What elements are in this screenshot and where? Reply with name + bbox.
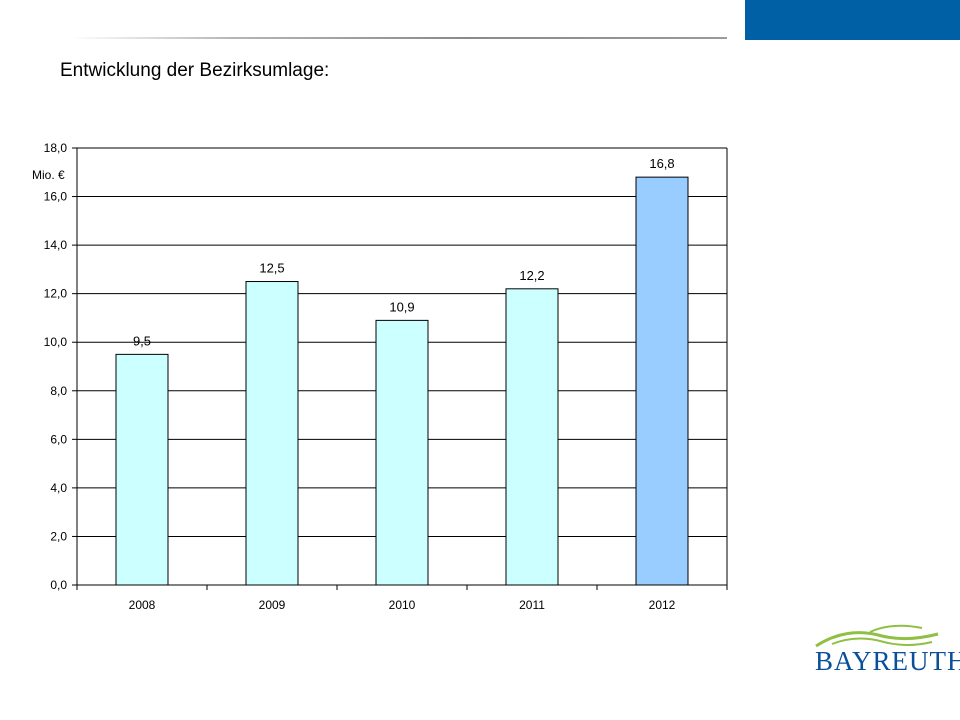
bar xyxy=(505,288,559,586)
y-tick-label: 4,0 xyxy=(50,481,67,495)
bar xyxy=(115,353,169,586)
y-axis-unit-label: Mio. € xyxy=(32,168,65,182)
x-tick-label: 2008 xyxy=(129,598,156,612)
x-tick-label: 2009 xyxy=(259,598,286,612)
y-tick-label: 8,0 xyxy=(50,384,67,398)
logo-wordmark: BAYREUTH xyxy=(815,646,960,676)
y-tick-label: 0,0 xyxy=(50,578,67,592)
x-tick-label: 2010 xyxy=(389,598,416,612)
header-divider xyxy=(70,37,727,39)
bar xyxy=(635,176,689,586)
data-label: 12,5 xyxy=(259,261,284,276)
y-tick-label: 10,0 xyxy=(44,335,68,349)
bar xyxy=(375,319,429,586)
bars xyxy=(115,176,689,586)
data-label: 9,5 xyxy=(133,333,151,348)
y-tick-label: 12,0 xyxy=(44,287,68,301)
axes xyxy=(72,147,728,590)
header-color-bar xyxy=(745,0,960,40)
x-tick-label: 2012 xyxy=(649,598,676,612)
y-tick-label: 18,0 xyxy=(44,141,68,155)
y-tick-label: 6,0 xyxy=(50,432,67,446)
bayreuth-logo-icon xyxy=(815,624,939,648)
y-tick-label: 14,0 xyxy=(44,238,68,252)
y-tick-label: 16,0 xyxy=(44,190,68,204)
data-label: 10,9 xyxy=(389,299,414,314)
bar xyxy=(245,281,299,586)
data-label: 16,8 xyxy=(649,156,674,171)
x-tick-label: 2011 xyxy=(519,598,545,612)
data-label: 12,2 xyxy=(519,268,544,283)
slide-title: Entwicklung der Bezirksumlage: xyxy=(60,60,330,81)
labels: 0,0 2,0 4,0 6,0 8,0 10,0 12,0 14,0 16,0 18,0 9,5 20… xyxy=(32,141,676,612)
y-tick-label: 2,0 xyxy=(50,529,67,543)
